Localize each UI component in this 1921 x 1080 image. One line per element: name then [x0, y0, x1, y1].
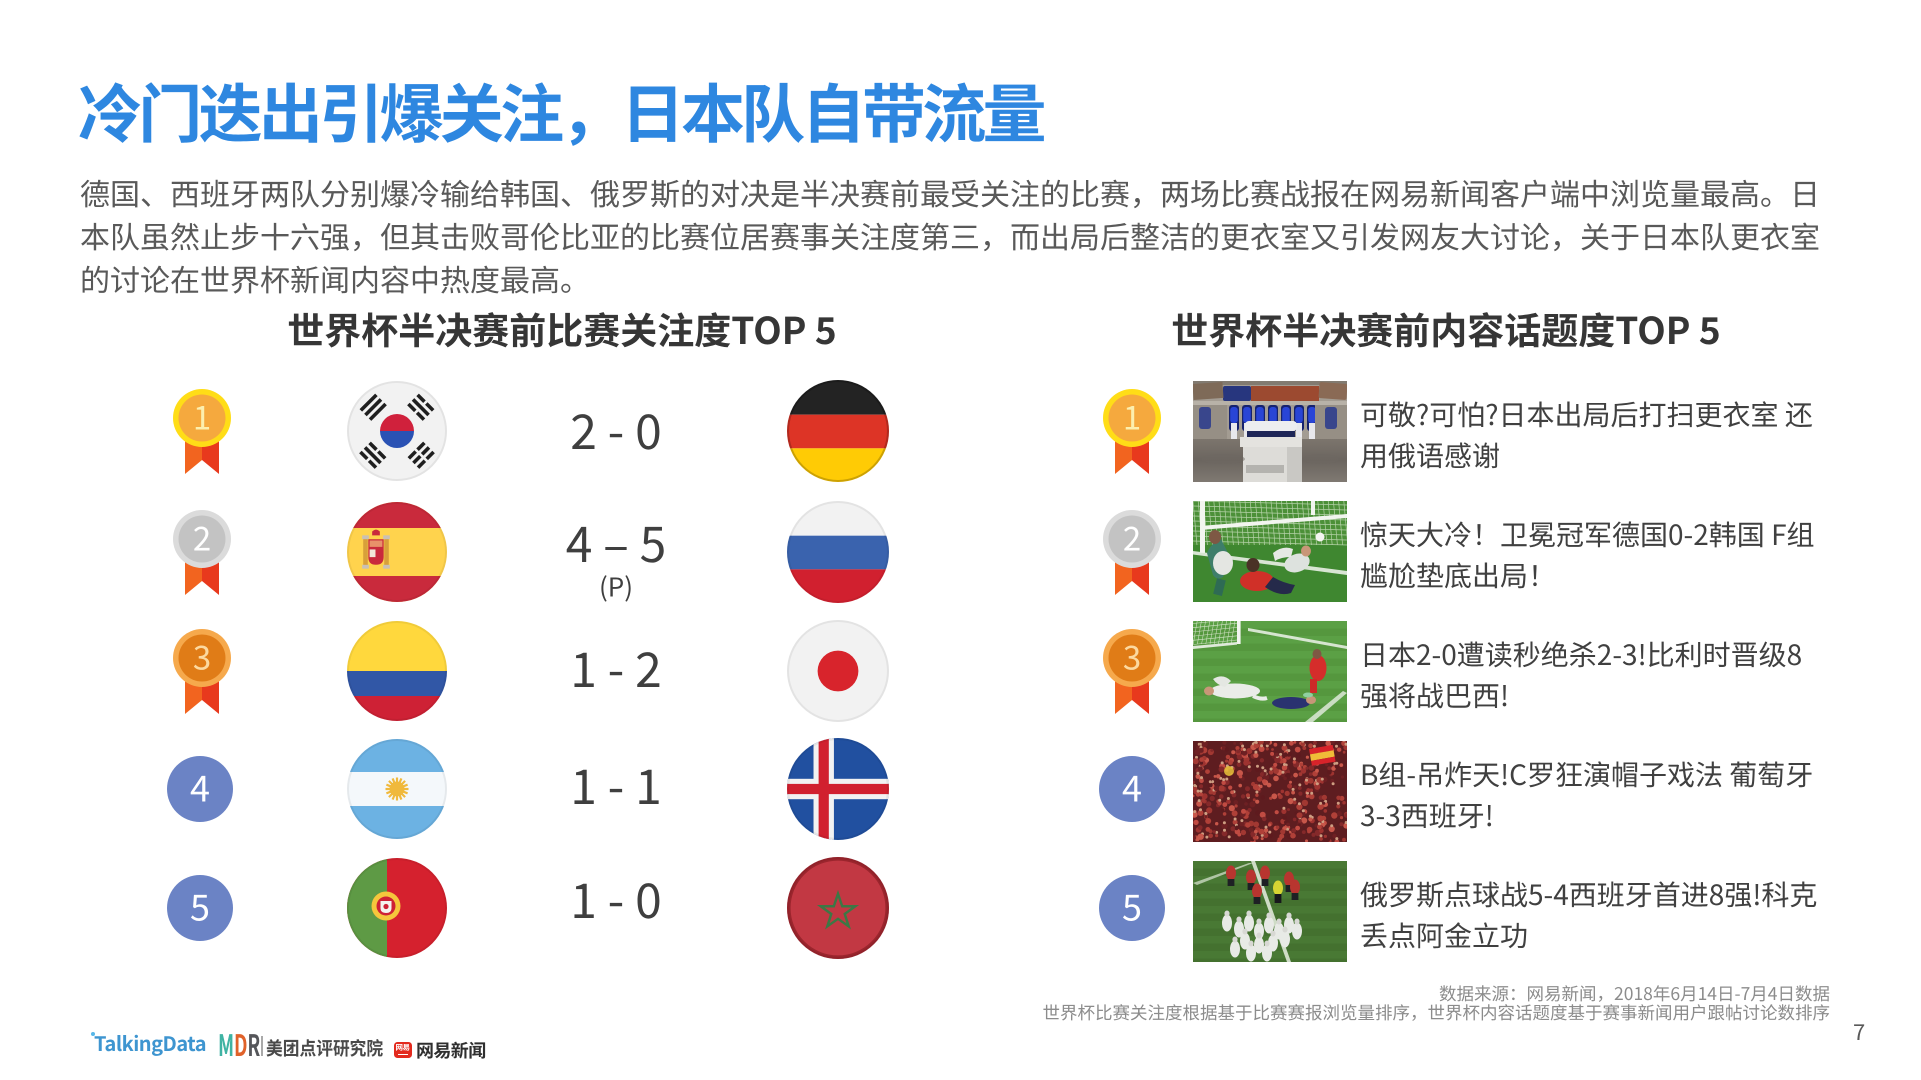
- svg-text:5: 5: [190, 880, 210, 932]
- svg-text:2: 2: [1123, 513, 1141, 561]
- svg-text:3: 3: [1123, 632, 1141, 680]
- svg-text:1: 1: [193, 392, 211, 440]
- svg-text:4: 4: [1122, 761, 1142, 813]
- svg-text:1: 1: [1123, 392, 1141, 440]
- svg-text:D: D: [234, 1032, 247, 1060]
- svg-text:3: 3: [193, 632, 211, 680]
- svg-text:2: 2: [193, 513, 211, 561]
- svg-text:R: R: [247, 1032, 260, 1060]
- svg-text:4: 4: [190, 761, 210, 813]
- svg-text:M: M: [218, 1032, 234, 1060]
- svg-text:5: 5: [1122, 880, 1142, 932]
